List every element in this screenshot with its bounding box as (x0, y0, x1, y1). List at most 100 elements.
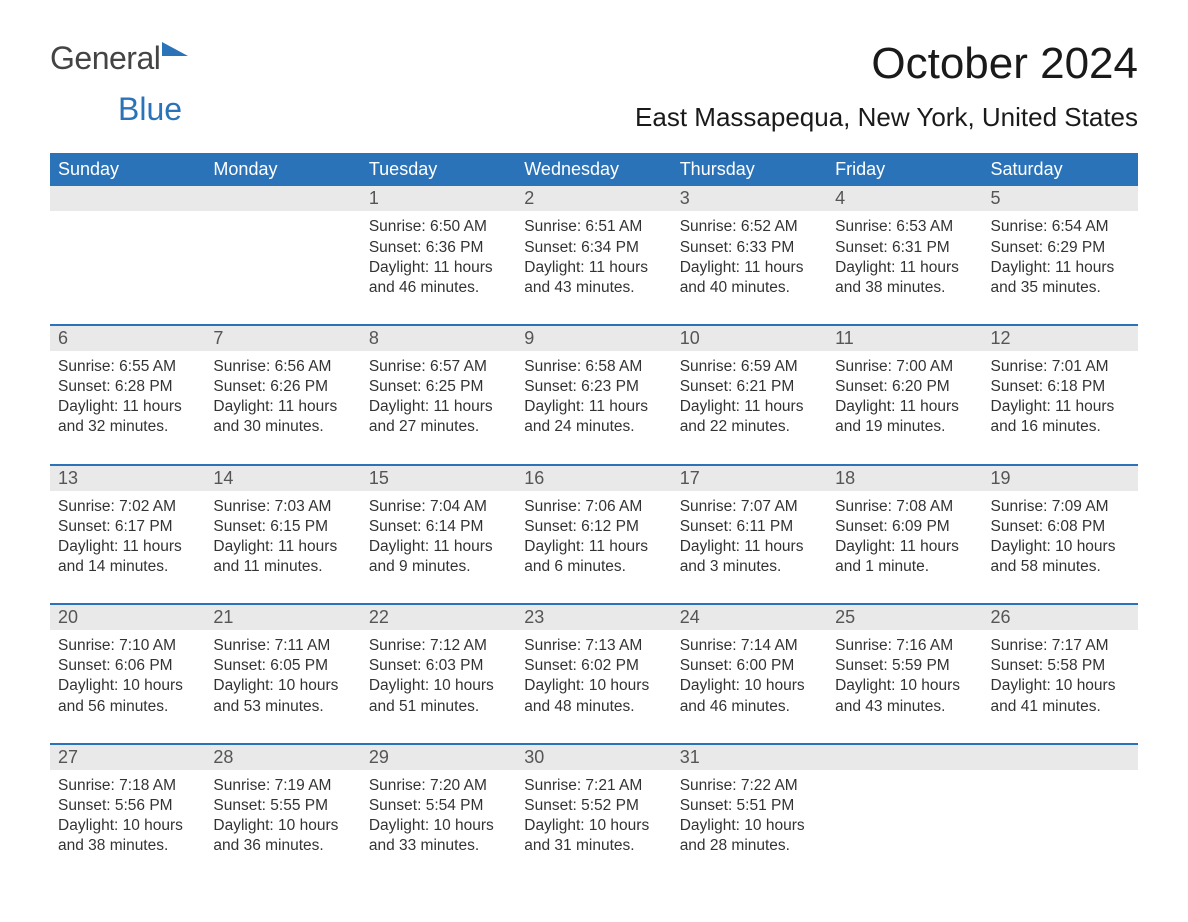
sunset-line: Sunset: 5:51 PM (680, 796, 819, 816)
day-detail-cell: Sunrise: 6:51 AMSunset: 6:34 PMDaylight:… (516, 211, 671, 325)
daylight-line: Daylight: 11 hours and 9 minutes. (369, 537, 508, 577)
daylight-line: Daylight: 11 hours and 30 minutes. (213, 397, 352, 437)
sunset-line: Sunset: 6:31 PM (835, 238, 974, 258)
day-number-row: 13141516171819 (50, 466, 1138, 491)
day-number-cell: 20 (50, 605, 205, 630)
sunrise-line: Sunrise: 7:08 AM (835, 497, 974, 517)
sunset-line: Sunset: 6:33 PM (680, 238, 819, 258)
day-number-row: 20212223242526 (50, 605, 1138, 630)
sunrise-line: Sunrise: 7:09 AM (991, 497, 1130, 517)
sunset-line: Sunset: 6:29 PM (991, 238, 1130, 258)
day-number-cell: 4 (827, 186, 982, 211)
day-number-cell (205, 186, 360, 211)
day-number-cell: 8 (361, 326, 516, 351)
sunrise-line: Sunrise: 6:55 AM (58, 357, 197, 377)
day-detail-cell: Sunrise: 7:01 AMSunset: 6:18 PMDaylight:… (983, 351, 1138, 465)
sunset-line: Sunset: 5:54 PM (369, 796, 508, 816)
header: General October 2024 East Massapequa, Ne… (50, 40, 1138, 147)
sunrise-line: Sunrise: 7:10 AM (58, 636, 197, 656)
sunset-line: Sunset: 6:05 PM (213, 656, 352, 676)
day-detail-cell: Sunrise: 7:18 AMSunset: 5:56 PMDaylight:… (50, 770, 205, 883)
sunset-line: Sunset: 5:55 PM (213, 796, 352, 816)
day-number-cell: 12 (983, 326, 1138, 351)
daylight-line: Daylight: 11 hours and 38 minutes. (835, 258, 974, 298)
day-detail-cell: Sunrise: 6:54 AMSunset: 6:29 PMDaylight:… (983, 211, 1138, 325)
day-number-cell: 19 (983, 466, 1138, 491)
day-of-week-header: Thursday (672, 153, 827, 186)
day-number-cell: 2 (516, 186, 671, 211)
daylight-line: Daylight: 11 hours and 22 minutes. (680, 397, 819, 437)
day-of-week-header: Sunday (50, 153, 205, 186)
sunrise-line: Sunrise: 7:20 AM (369, 776, 508, 796)
sunset-line: Sunset: 6:03 PM (369, 656, 508, 676)
day-detail-cell: Sunrise: 7:10 AMSunset: 6:06 PMDaylight:… (50, 630, 205, 744)
day-detail-row: Sunrise: 6:55 AMSunset: 6:28 PM Daylight:… (50, 351, 1138, 465)
day-number-cell: 17 (672, 466, 827, 491)
sunset-line: Sunset: 5:59 PM (835, 656, 974, 676)
day-detail-cell: Sunrise: 7:02 AMSunset: 6:17 PMDaylight:… (50, 491, 205, 605)
daylight-line: Daylight: 11 hours and 46 minutes. (369, 258, 508, 298)
day-number-cell: 5 (983, 186, 1138, 211)
day-number-cell: 30 (516, 745, 671, 770)
day-detail-cell: Sunrise: 7:16 AMSunset: 5:59 PMDaylight:… (827, 630, 982, 744)
sunrise-line: Sunrise: 6:53 AM (835, 217, 974, 237)
day-number-cell: 18 (827, 466, 982, 491)
daylight-line: Daylight: 11 hours and 14 minutes. (58, 537, 197, 577)
day-detail-cell: Sunrise: 7:21 AMSunset: 5:52 PMDaylight:… (516, 770, 671, 883)
day-detail-row: Sunrise: 6:50 AMSunset: 6:36 PMDaylight:… (50, 211, 1138, 325)
sunset-line: Sunset: 6:14 PM (369, 517, 508, 537)
day-detail-cell: Sunrise: 6:58 AMSunset: 6:23 PMDaylight:… (516, 351, 671, 465)
day-detail-cell: Sunrise: 7:04 AMSunset: 6:14 PMDaylight:… (361, 491, 516, 605)
daylight-line: Daylight: 11 hours and 24 minutes. (524, 397, 663, 437)
title-block: October 2024 East Massapequa, New York, … (635, 40, 1138, 147)
daylight-line: Daylight: 11 hours and 27 minutes. (369, 397, 508, 437)
day-detail-cell (827, 770, 982, 883)
sunrise-line: Sunrise: 7:18 AM (58, 776, 197, 796)
day-number-row: 12345 (50, 186, 1138, 211)
day-number-cell: 31 (672, 745, 827, 770)
sunset-line: Sunset: 6:15 PM (213, 517, 352, 537)
sunrise-line: Sunrise: 7:00 AM (835, 357, 974, 377)
daylight-line: Daylight: 10 hours and 33 minutes. (369, 816, 508, 856)
daylight-line: Daylight: 11 hours and 1 minute. (835, 537, 974, 577)
sunrise-line: Sunrise: 6:59 AM (680, 357, 819, 377)
day-number-cell: 23 (516, 605, 671, 630)
calendar-table: SundayMondayTuesdayWednesdayThursdayFrid… (50, 153, 1138, 882)
daylight-line: Daylight: 10 hours and 56 minutes. (58, 676, 197, 716)
sunset-line: Sunset: 5:52 PM (524, 796, 663, 816)
sunrise-line: Sunrise: 7:16 AM (835, 636, 974, 656)
day-detail-cell: Sunrise: 7:00 AMSunset: 6:20 PMDaylight:… (827, 351, 982, 465)
day-number-cell: 16 (516, 466, 671, 491)
sunset-line: Sunset: 6:28 PM (58, 377, 197, 397)
daylight-line: Daylight: 10 hours and 31 minutes. (524, 816, 663, 856)
day-number-cell: 28 (205, 745, 360, 770)
day-number-cell (983, 745, 1138, 770)
day-of-week-header: Saturday (983, 153, 1138, 186)
sunrise-line: Sunrise: 6:54 AM (991, 217, 1130, 237)
day-detail-cell: Sunrise: 7:08 AMSunset: 6:09 PMDaylight:… (827, 491, 982, 605)
day-number-cell: 13 (50, 466, 205, 491)
location: East Massapequa, New York, United States (635, 102, 1138, 133)
day-number-cell (50, 186, 205, 211)
day-detail-cell: Sunrise: 7:07 AMSunset: 6:11 PMDaylight:… (672, 491, 827, 605)
sunrise-line: Sunrise: 7:01 AM (991, 357, 1130, 377)
logo-text-general: General (50, 40, 160, 77)
day-detail-row: Sunrise: 7:10 AMSunset: 6:06 PMDaylight:… (50, 630, 1138, 744)
daylight-line: Daylight: 11 hours and 40 minutes. (680, 258, 819, 298)
sunset-line: Sunset: 6:26 PM (213, 377, 352, 397)
sunrise-line: Sunrise: 7:17 AM (991, 636, 1130, 656)
sunrise-line: Sunrise: 7:02 AM (58, 497, 197, 517)
sunrise-line: Sunrise: 7:22 AM (680, 776, 819, 796)
sunrise-line: Sunrise: 7:14 AM (680, 636, 819, 656)
month-title: October 2024 (635, 40, 1138, 88)
sunset-line: Sunset: 6:34 PM (524, 238, 663, 258)
sunrise-line: Sunrise: 6:51 AM (524, 217, 663, 237)
sunset-line: Sunset: 6:11 PM (680, 517, 819, 537)
day-number-cell: 21 (205, 605, 360, 630)
sunset-line: Sunset: 5:58 PM (991, 656, 1130, 676)
sunset-line: Sunset: 6:21 PM (680, 377, 819, 397)
day-number-cell: 7 (205, 326, 360, 351)
day-number-cell: 1 (361, 186, 516, 211)
days-of-week-row: SundayMondayTuesdayWednesdayThursdayFrid… (50, 153, 1138, 186)
sunset-line: Sunset: 6:12 PM (524, 517, 663, 537)
